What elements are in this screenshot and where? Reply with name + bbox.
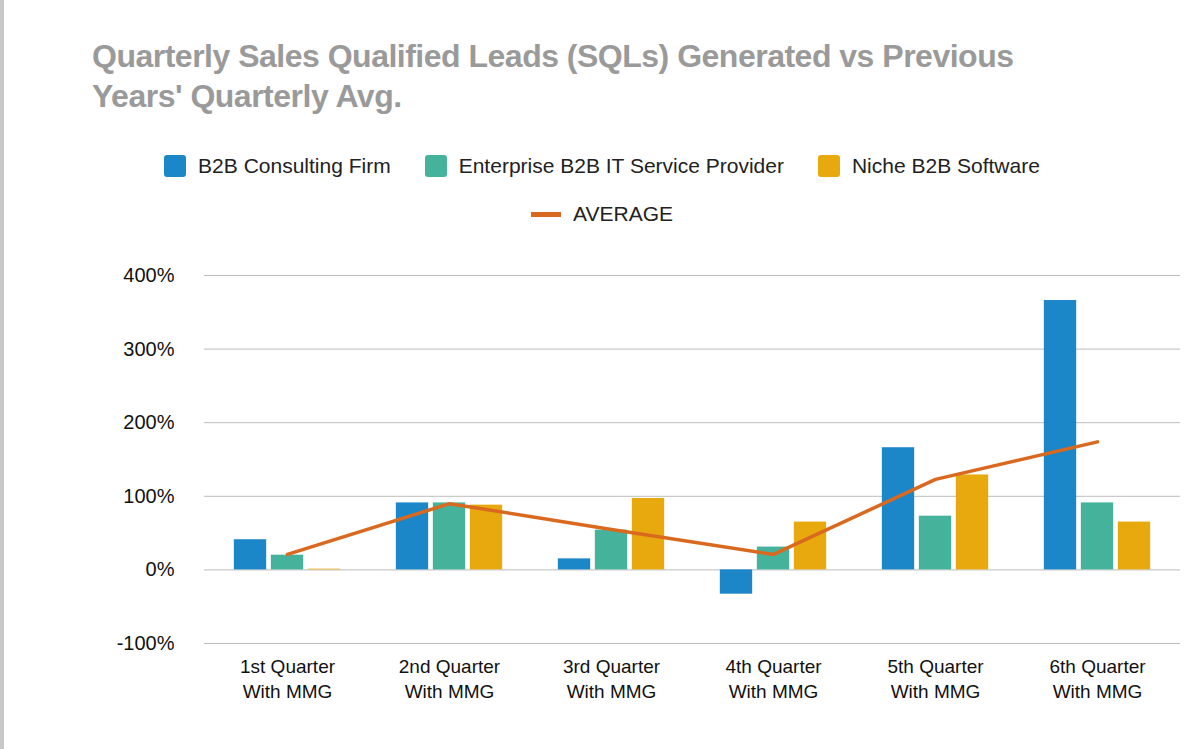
svg-text:3rd QuarterWith MMG: 3rd QuarterWith MMG bbox=[563, 656, 661, 702]
svg-text:-100%: -100% bbox=[117, 632, 175, 654]
html-text:AVERAGE: AVERAGE bbox=[573, 202, 673, 225]
svg-text:0%: 0% bbox=[146, 558, 175, 580]
svg-text:400%: 400% bbox=[123, 264, 174, 286]
svg-text:100%: 100% bbox=[123, 485, 174, 507]
svg-text:300%: 300% bbox=[123, 338, 174, 360]
html-text:Enterprise B2B IT Service Prov: Enterprise B2B IT Service Provider bbox=[458, 154, 784, 177]
svg-text:2nd QuarterWith MMG: 2nd QuarterWith MMG bbox=[399, 656, 501, 702]
svg-text:1st QuarterWith MMG: 1st QuarterWith MMG bbox=[240, 656, 336, 702]
html-text:B2B Consulting Firm: B2B Consulting Firm bbox=[198, 154, 391, 177]
svg-text:200%: 200% bbox=[123, 411, 174, 433]
svg-text:5th QuarterWith MMG: 5th QuarterWith MMG bbox=[887, 656, 984, 702]
html-text:Niche B2B Software: Niche B2B Software bbox=[851, 154, 1040, 177]
svg-text:4th QuarterWith MMG: 4th QuarterWith MMG bbox=[725, 656, 822, 702]
svg-text:6th QuarterWith MMG: 6th QuarterWith MMG bbox=[1049, 656, 1146, 702]
html-text:Quarterly Sales Qualified Lead: Quarterly Sales Qualified Leads (SQLs) G… bbox=[92, 38, 1014, 114]
